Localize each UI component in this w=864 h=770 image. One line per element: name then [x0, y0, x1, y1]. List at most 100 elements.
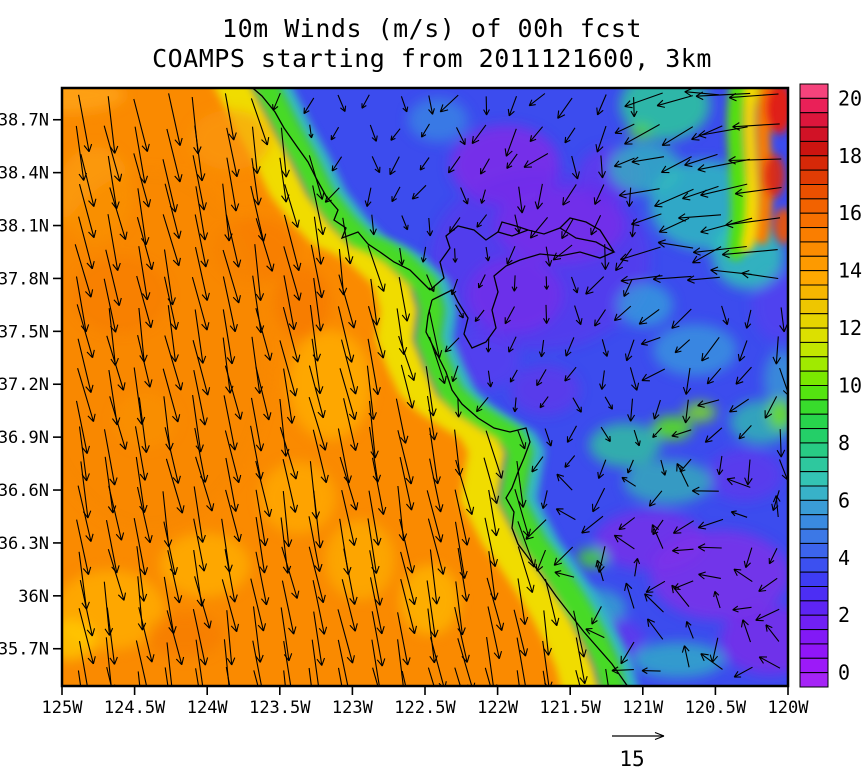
wind-arrow: [166, 642, 173, 685]
wind-arrow: [725, 217, 781, 229]
wind-arrow: [619, 246, 661, 262]
wind-arrow: [542, 670, 546, 685]
wind-arrow: [691, 125, 723, 141]
wind-arrow: [695, 91, 751, 101]
wind-arrow: [564, 127, 576, 144]
wind-arrow: [77, 670, 82, 685]
wind-arrow: [638, 308, 660, 325]
wind-arrow: [585, 276, 605, 295]
wind-arrow: [282, 458, 299, 513]
wind-arrow: [164, 335, 184, 391]
windspeed-patch: [653, 324, 737, 376]
wind-arrow: [343, 548, 358, 605]
wind-arrow: [162, 214, 181, 267]
wind-arrow: [562, 184, 577, 206]
wind-arrow: [283, 214, 302, 272]
wind-arrow: [310, 244, 325, 299]
wind-arrow: [308, 365, 326, 419]
windspeed-patch: [764, 350, 787, 410]
lon-tick-label: 123.5W: [249, 698, 311, 718]
wind-arrow: [594, 309, 606, 327]
wind-arrow: [255, 308, 273, 361]
wind-arrow: [225, 457, 239, 512]
windspeed-patch: [63, 170, 270, 530]
wind-arrow: [133, 153, 152, 208]
wind-arrow: [682, 367, 692, 395]
wind-arrow: [730, 510, 748, 518]
wind-arrow: [195, 668, 199, 685]
windspeed-patch: [624, 460, 712, 504]
wind-arrow: [330, 126, 340, 141]
wind-arrow: [133, 517, 149, 576]
wind-arrow: [704, 427, 723, 443]
wind-arrow: [250, 98, 270, 146]
wind-arrow: [682, 399, 691, 424]
wind-arrow: [303, 97, 315, 115]
wind-arrow: [222, 276, 238, 333]
wind-arrow: [105, 249, 122, 307]
wind-arrow: [768, 547, 778, 565]
wind-arrow: [624, 339, 635, 362]
wind-arrow: [136, 486, 153, 544]
wind-arrow: [593, 184, 605, 205]
windspeed-patch: [609, 142, 681, 194]
windspeed-patch: [768, 398, 787, 430]
wind-arrow: [255, 489, 269, 547]
wind-arrow: [698, 126, 748, 139]
wind-arrow: [225, 489, 242, 543]
wind-arrow: [618, 517, 636, 531]
wind-arrow: [447, 156, 461, 174]
lon-tick-label: 121W: [622, 698, 664, 718]
windspeed-patch: [628, 124, 652, 140]
colorbar-cell: [799, 442, 829, 458]
wind-arrow: [484, 517, 499, 568]
wind-arrow: [165, 458, 185, 514]
wind-arrow: [420, 246, 427, 263]
wind-arrow: [281, 546, 300, 599]
lat-tick-label: 37.2N: [0, 375, 49, 395]
wind-arrow: [225, 214, 242, 268]
wind-arrow: [313, 611, 326, 666]
wind-arrow: [338, 274, 357, 329]
colorbar-cell: [799, 313, 829, 329]
wind-arrow: [651, 524, 664, 549]
wind-arrow: [428, 336, 447, 385]
wind-arrow: [581, 515, 604, 534]
wind-arrow: [312, 185, 326, 236]
wind-arrow: [279, 427, 299, 480]
wind-arrow: [192, 340, 211, 396]
wind-arrow: [426, 490, 444, 543]
wind-arrow: [337, 667, 343, 685]
colorbar-cell: [799, 327, 829, 343]
wind-arrow: [255, 517, 268, 574]
wind-arrow: [398, 247, 405, 266]
wind-arrow: [279, 398, 290, 457]
lat-tick-label: 37.5N: [0, 322, 49, 342]
wind-arrow: [536, 369, 547, 387]
colorbar-cell: [799, 126, 829, 142]
wind-arrow: [107, 96, 119, 154]
wind-arrow: [223, 639, 230, 685]
lat-tick-label: 38.4N: [0, 164, 49, 184]
wind-arrow: [193, 486, 206, 543]
wind-arrow: [411, 184, 427, 200]
colorbar-cell: [799, 270, 829, 286]
wind-arrow: [78, 608, 96, 665]
wind-arrow: [574, 305, 583, 326]
wind-arrow: [538, 339, 546, 358]
wind-arrow: [613, 534, 635, 550]
wind-arrow: [534, 183, 544, 210]
wind-arrow: [604, 396, 613, 410]
wind-arrow: [192, 155, 207, 211]
wind-arrow: [575, 637, 588, 685]
wind-arrow: [78, 641, 88, 685]
wind-arrow: [557, 97, 573, 119]
wind-arrow: [692, 245, 747, 256]
wind-arrow: [194, 214, 209, 268]
lat-tick-label: 38.7N: [0, 111, 49, 131]
wind-arrow: [337, 609, 355, 664]
wind-arrow: [367, 338, 381, 396]
wind-arrow: [106, 666, 112, 685]
wind-arrow: [506, 245, 516, 265]
wind-arrow: [450, 278, 459, 296]
